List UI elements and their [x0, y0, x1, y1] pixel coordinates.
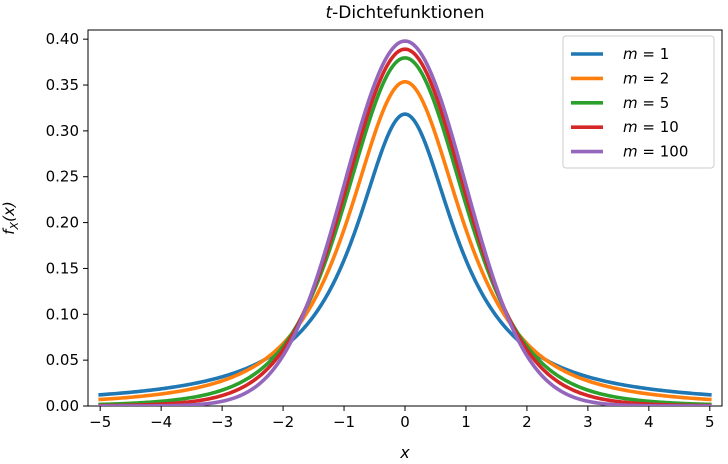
- legend-label-m-1: m = 1: [623, 45, 669, 63]
- legend-label-m-5: m = 5: [623, 94, 669, 112]
- x-axis-title: x: [399, 443, 410, 462]
- y-axis-title-sub: X: [8, 221, 21, 230]
- x-tick-label: 2: [522, 413, 532, 431]
- legend-frame: [562, 35, 715, 169]
- x-tick-label: −2: [272, 413, 294, 431]
- x-tick-label: −1: [333, 413, 355, 431]
- legend-label-m-10: m = 10: [623, 118, 679, 136]
- y-tick-label: 0.35: [46, 76, 79, 94]
- y-tick-label: 0.05: [46, 351, 79, 369]
- x-axis: −5 −4 −3 −2 −1 0 1 2 3 4 5: [89, 406, 715, 431]
- y-tick-label: 0.10: [46, 305, 79, 323]
- y-tick-label: 0.15: [46, 259, 79, 277]
- x-tick-label: −5: [89, 413, 111, 431]
- series-line-m-1: [98, 112, 712, 397]
- y-axis-title-arg: (x): [0, 201, 18, 222]
- x-tick-label: 1: [461, 413, 471, 431]
- x-tick-label: −3: [211, 413, 233, 431]
- chart-title-var: t: [325, 3, 333, 23]
- y-tick-label: 0.40: [46, 30, 79, 48]
- series-line-m-10: [98, 47, 712, 406]
- legend-label-m-100: m = 100: [623, 143, 688, 161]
- x-tick-label: 0: [400, 413, 410, 431]
- y-axis: 0.00 0.05 0.10 0.15 0.20 0.25 0.30 0.35 0.40: [46, 30, 88, 415]
- y-tick-label: 0.20: [46, 214, 79, 232]
- y-tick-label: 0.00: [46, 397, 79, 415]
- x-tick-label: −4: [150, 413, 172, 431]
- chart-title-rest: -Dichtefunktionen: [332, 3, 484, 23]
- series-layer: [98, 39, 712, 406]
- y-axis-title-main: f: [0, 227, 18, 235]
- chart-title: t-Dichtefunktionen: [325, 3, 484, 23]
- x-tick-label: 5: [705, 413, 715, 431]
- y-axis-title: fX(x): [0, 201, 21, 234]
- x-tick-label: 4: [644, 413, 654, 431]
- series-line-m-5: [98, 56, 712, 406]
- x-tick-label: 3: [583, 413, 593, 431]
- legend: m = 1 m = 2 m = 5 m = 10 m = 100: [562, 35, 715, 169]
- y-tick-label: 0.30: [46, 122, 79, 140]
- series-line-m-100: [98, 39, 712, 406]
- series-line-m-2: [98, 79, 712, 402]
- y-tick-label: 0.25: [46, 168, 79, 186]
- legend-label-m-2: m = 2: [623, 69, 669, 87]
